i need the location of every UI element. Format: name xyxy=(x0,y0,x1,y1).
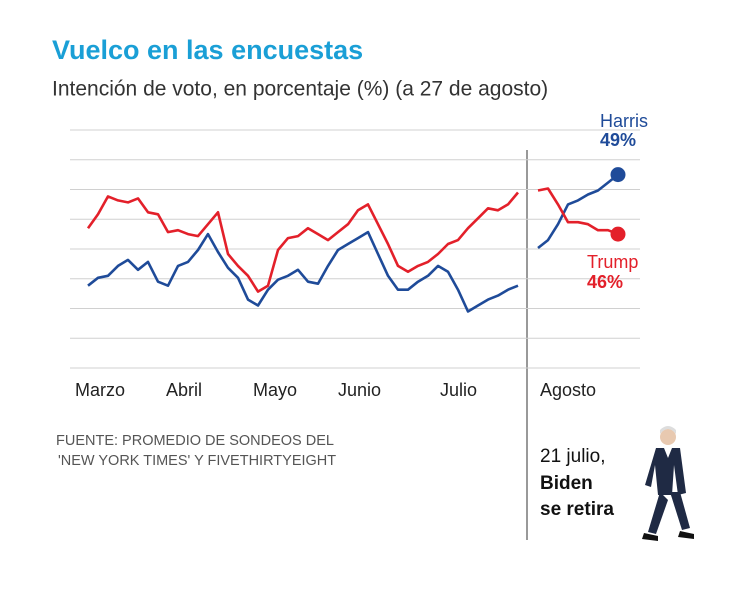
x-tick-label: Marzo xyxy=(75,380,125,400)
biden-figure xyxy=(642,426,694,541)
end-dot xyxy=(610,167,626,183)
series-line xyxy=(86,187,619,293)
chart-title: Vuelco en las encuestas xyxy=(52,35,363,65)
annotation: se retira xyxy=(540,499,614,520)
chart-subtitle: Intención de voto, en porcentaje (%) (a … xyxy=(52,78,548,101)
legend-label: Harris xyxy=(600,111,648,131)
source-line: FUENTE: PROMEDIO DE SONDEOS DEL xyxy=(56,433,334,449)
x-tick-label: Junio xyxy=(338,380,381,400)
value-label: 46% xyxy=(587,272,623,292)
x-tick-label: Mayo xyxy=(253,380,297,400)
annotation: 21 julio, xyxy=(540,446,606,467)
x-tick-label: Agosto xyxy=(540,380,596,400)
value-label: 49% xyxy=(600,130,636,150)
end-dot xyxy=(610,226,626,242)
legend-label: Trump xyxy=(587,252,638,272)
series-line xyxy=(87,173,619,313)
x-tick-label: Abril xyxy=(166,380,202,400)
x-tick-label: Julio xyxy=(440,380,477,400)
annotation: Biden xyxy=(540,473,593,494)
source-line: 'NEW YORK TIMES' Y FIVETHIRTYEIGHT xyxy=(58,453,336,469)
